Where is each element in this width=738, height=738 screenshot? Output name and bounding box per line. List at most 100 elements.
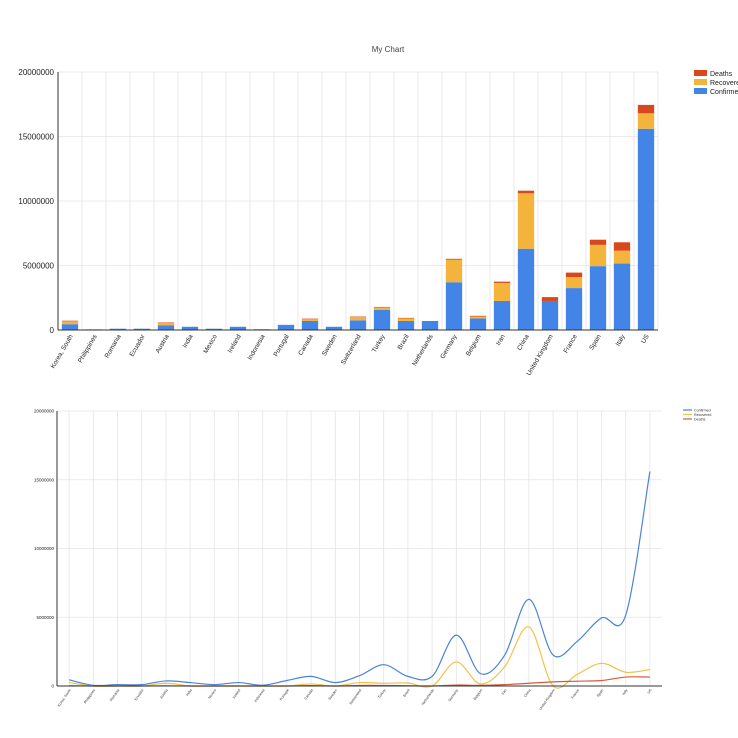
bar-recovered [397,318,415,321]
y-tick-label: 10000000 [34,546,55,551]
x-tick-label: Mexico [207,688,217,699]
bar-confirmed [229,326,247,330]
x-tick-label: Portugal [273,333,291,358]
bar-deaths [565,272,583,278]
x-tick-label: Germany [448,688,460,702]
bar-confirmed [301,320,319,330]
bar-confirmed [517,248,535,330]
legend-swatch [694,70,707,76]
series-line-confirmed [68,471,651,687]
x-tick-label: Sweden [328,688,339,701]
x-tick-label: Turkey [371,333,387,354]
legend-label: Recovered [710,80,738,87]
x-tick-label: Romania [104,333,123,359]
bar-confirmed [469,318,487,330]
bar-recovered [469,316,487,319]
bar-deaths [157,322,175,324]
bar-confirmed [373,310,391,330]
bar-confirmed [397,320,415,330]
bar-deaths [397,317,415,319]
legend-label: Deaths [710,71,733,78]
y-tick-label: 5000000 [36,615,54,620]
x-tick-label: United Kingdom [538,688,556,711]
x-tick-label: Italy [622,688,629,696]
legend-swatch [694,79,707,85]
x-tick-label: Italy [615,333,627,347]
x-tick-label: Portugal [279,688,290,701]
y-tick-label: 0 [50,326,55,335]
bar-confirmed [109,328,127,330]
x-tick-label: Romania [109,688,120,702]
bar-deaths [445,258,463,260]
bar-deaths [517,190,535,194]
y-tick-label: 0 [51,684,54,689]
bar-confirmed [637,128,655,330]
x-tick-label: Switzerland [349,688,363,705]
bar-deaths [301,318,319,320]
x-tick-label: Belgium [473,688,484,701]
y-tick-label: 5000000 [23,262,55,271]
bar-deaths [349,316,367,318]
bar-confirmed [205,328,223,330]
bar-confirmed [493,300,511,330]
x-tick-label: Spain [588,333,603,351]
bar-confirmed [157,325,175,330]
x-tick-label: Ecuador [129,333,148,358]
x-tick-label: Brazil [397,333,411,351]
x-tick-label: Canada [304,688,314,700]
bar-deaths [637,104,655,114]
chart-title: My Chart [372,45,405,54]
x-tick-label: France [571,688,581,699]
bar-recovered [61,320,79,325]
bar-deaths [373,306,391,308]
bar-recovered [589,244,607,267]
x-tick-label: Sweden [321,333,339,357]
x-tick-label: Turkey [377,688,386,699]
x-tick-label: Ireland [232,688,241,699]
x-tick-label: Indonesia [247,333,267,361]
bar-confirmed [613,263,631,330]
bar-deaths [493,281,511,283]
bar-confirmed [565,288,583,330]
bar-confirmed [61,324,79,330]
x-tick-label: Germany [439,333,459,360]
x-tick-label: United Kingdom [526,334,555,378]
x-tick-label: France [563,333,579,354]
x-tick-label: Ireland [227,333,243,354]
bar-recovered [637,113,655,129]
bar-confirmed [589,266,607,330]
bar-deaths [61,320,79,322]
bar-deaths [589,239,607,245]
x-tick-label: US [640,333,651,345]
x-tick-label: Philippines [83,688,96,704]
x-tick-label: Canada [297,333,315,357]
line-chart: 0 5000000 10000000 15000000 20000000 Korea, S… [34,408,711,711]
bar-confirmed [277,324,295,330]
x-tick-label: Iran [495,333,507,347]
x-tick-label: India [182,333,195,349]
x-tick-label: Switzerland [340,333,363,366]
bar-recovered [373,307,391,311]
x-tick-label: Netherlands [411,333,435,368]
x-tick-label: Indonesia [254,688,266,703]
bar-recovered [301,319,319,321]
x-tick-label: India [185,688,193,697]
bar-recovered [157,322,175,326]
x-tick-label: US [647,688,653,695]
x-tick-label: Brazil [402,688,410,698]
legend-label: Deaths [694,417,706,421]
x-tick-label: Ecuador [134,688,145,702]
bar-recovered [565,277,583,289]
legend-label: Confirmed [694,408,711,412]
x-tick-label: Iran [501,688,508,695]
y-tick-label: 10000000 [18,197,54,206]
x-tick-label: Korea, South [57,688,72,707]
legend-label: Confirmed [710,89,738,96]
x-tick-label: Austria [155,333,171,354]
x-tick-label: Philippines [77,333,99,364]
bar-deaths [469,315,487,317]
bar-recovered [517,193,535,249]
x-tick-label: Korea, South [50,333,75,370]
y-tick-label: 15000000 [18,133,54,142]
bar-deaths [613,242,631,251]
